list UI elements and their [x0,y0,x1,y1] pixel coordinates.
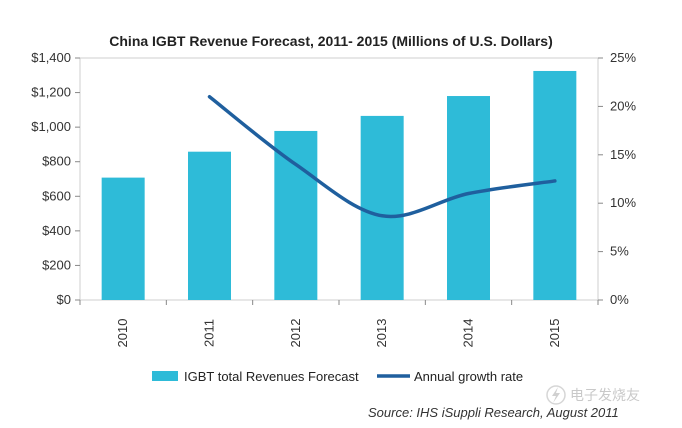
bar [360,115,404,301]
chart-title: China IGBT Revenue Forecast, 2011- 2015 … [109,33,552,49]
growth-line-series [207,94,557,219]
x-tick-label: 2013 [374,319,389,348]
bar-series [101,70,577,301]
left-tick-label: $1,200 [31,85,71,100]
watermark: 电子发烧友 [546,385,640,405]
bar [533,70,577,300]
left-tick-label: $400 [42,223,71,238]
left-tick-label: $1,400 [31,50,71,65]
watermark-text: 电子发烧友 [570,387,640,403]
legend-label-line: Annual growth rate [414,369,523,384]
growth-line [207,94,557,219]
bar [188,151,231,300]
left-tick-label: $0 [57,292,71,307]
x-tick-label: 2014 [461,319,476,348]
legend: IGBT total Revenues Forecast Annual grow… [152,369,523,384]
right-tick-label: 20% [610,98,636,113]
right-y-axis: 0% 5% 10% 15% 20% 25% [598,50,636,307]
right-tick-label: 5% [610,244,629,259]
left-tick-label: $600 [42,188,71,203]
left-tick-label: $800 [42,154,71,169]
x-tick-label: 2015 [547,319,562,348]
left-tick-label: $1,000 [31,119,71,134]
x-tick-label: 2012 [288,319,303,348]
source-note: Source: IHS iSuppli Research, August 201… [368,405,619,420]
bar [101,177,145,300]
legend-swatch-bars [152,371,178,381]
bar [274,130,318,300]
lightning-logo-icon [546,385,566,405]
legend-label-bars: IGBT total Revenues Forecast [184,369,359,384]
right-tick-label: 15% [610,147,636,162]
right-tick-label: 0% [610,292,629,307]
x-tick-label: 2010 [115,319,130,348]
right-tick-label: 25% [610,50,636,65]
plot-area [79,57,599,301]
left-tick-label: $200 [42,257,71,272]
plot-border [79,57,599,301]
x-tick-label: 2011 [202,319,217,347]
left-y-axis: $0 $200 $400 $600 $800 $1,000 $1,200 $1,400 [31,50,80,307]
right-tick-label: 10% [610,195,636,210]
x-axis: 2010 2011 2012 2013 2014 2015 [79,300,599,348]
